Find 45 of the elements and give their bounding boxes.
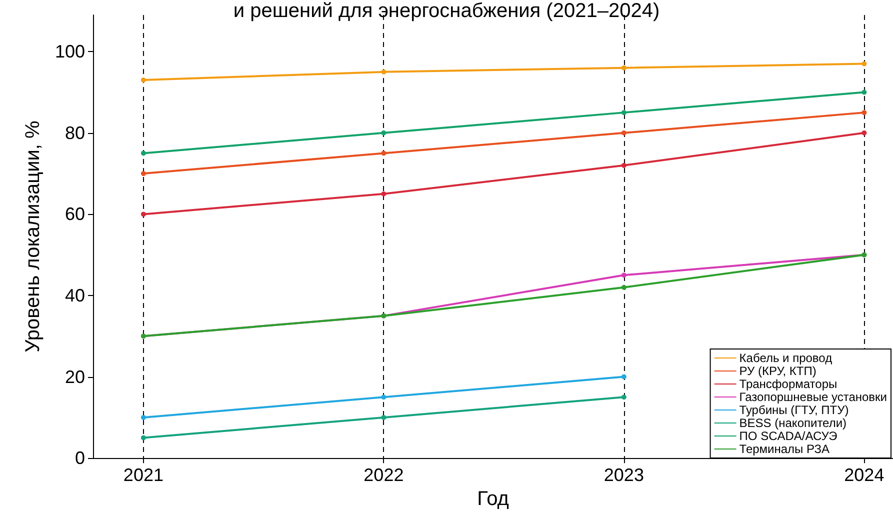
y-tick-label: 20 xyxy=(64,366,85,387)
point xyxy=(862,61,867,66)
point xyxy=(140,171,146,176)
legend-label: Кабель и провод xyxy=(739,351,832,365)
point xyxy=(140,150,146,156)
point xyxy=(862,90,867,95)
point xyxy=(621,130,626,136)
point xyxy=(140,435,146,440)
legend-label: Терминалы РЗА xyxy=(739,442,830,456)
x-tick-label: 2021 xyxy=(123,465,164,486)
legend-label: Турбины (ГТУ, ПТУ) xyxy=(739,403,849,417)
chart-title: и решений для энергоснабжения (2021–2024) xyxy=(233,0,660,22)
point xyxy=(621,374,626,380)
point xyxy=(862,110,867,116)
legend-label: BESS (накопители) xyxy=(739,416,847,430)
point xyxy=(621,65,626,70)
legend-label: Трансформаторы xyxy=(739,377,838,391)
y-tick-label: 80 xyxy=(64,122,85,143)
legend-label: РУ (КРУ, КТП) xyxy=(739,364,816,378)
point xyxy=(381,414,386,420)
point xyxy=(140,414,146,420)
point xyxy=(381,394,386,400)
point xyxy=(381,191,386,196)
point xyxy=(381,130,386,136)
y-tick-label: 40 xyxy=(64,285,85,306)
legend-label: Газопоршневые установки xyxy=(739,390,888,404)
point xyxy=(621,162,626,168)
x-tick-label: 2024 xyxy=(844,465,884,486)
point xyxy=(621,110,626,116)
y-tick-label: 100 xyxy=(54,42,85,62)
x-axis-title: Год xyxy=(477,488,510,510)
point xyxy=(381,69,386,74)
x-tick-label: 2023 xyxy=(604,465,644,486)
y-tick-label: 60 xyxy=(64,204,85,224)
y-axis-title: Уровень локализации, % xyxy=(22,120,44,352)
legend-label: ПО SCADA/АСУЭ xyxy=(739,429,838,443)
x-tick-label: 2022 xyxy=(364,465,404,486)
point xyxy=(140,78,146,83)
point xyxy=(862,130,867,136)
point xyxy=(621,394,626,400)
point xyxy=(621,284,626,290)
y-tick-label: 0 xyxy=(74,448,85,468)
point xyxy=(621,272,626,278)
point xyxy=(140,212,146,217)
point xyxy=(381,150,386,156)
